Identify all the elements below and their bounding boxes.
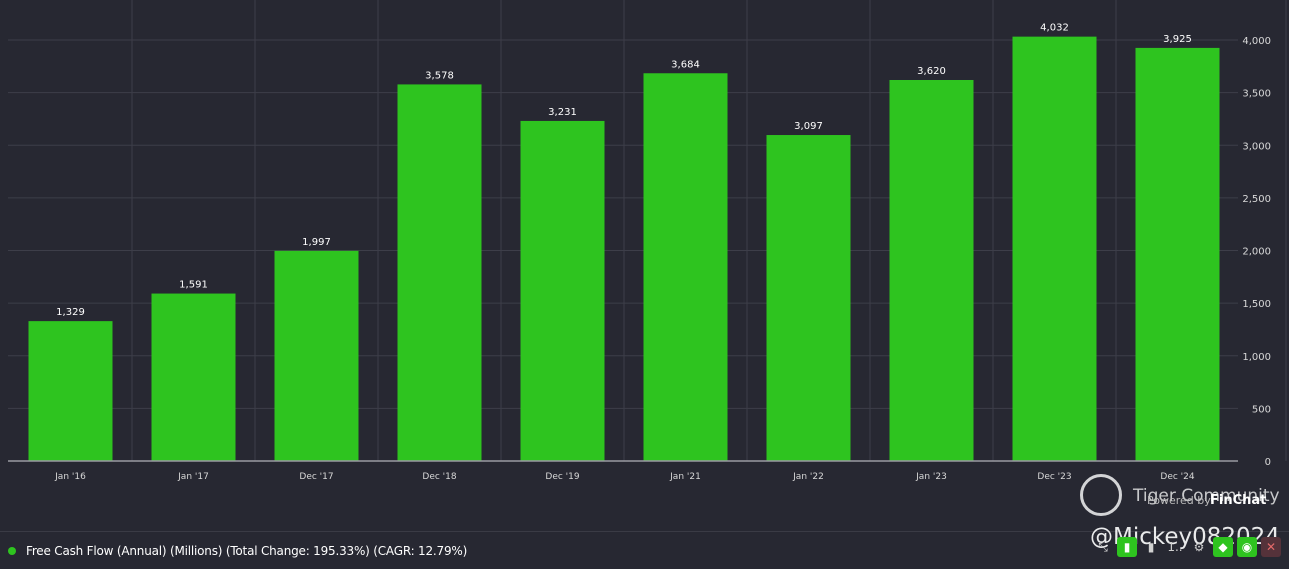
legend: Free Cash Flow (Annual) (Millions) (Tota…	[0, 531, 1289, 569]
x-tick-label: Jan '23	[915, 472, 947, 482]
watermark-community: Tiger Community	[1133, 486, 1280, 506]
bar	[151, 293, 236, 461]
x-tick-label: Dec '24	[1160, 472, 1194, 482]
bar	[274, 250, 359, 461]
x-tick-label: Jan '17	[177, 472, 209, 482]
bar	[1012, 36, 1097, 462]
bar	[520, 120, 605, 461]
gear-icon[interactable]: ⚙	[1193, 540, 1205, 554]
tiger-logo-icon	[1080, 474, 1122, 516]
more-icon[interactable]: 1..	[1167, 540, 1183, 554]
y-tick-label: 2,000	[1242, 247, 1271, 258]
y-tick-label: 0	[1265, 457, 1271, 468]
legend-marker	[8, 546, 16, 555]
chart-toolbar: ⤡ ▮ ▮ 1.. ⚙ ◆ ◉ ✕	[1093, 537, 1281, 557]
bar-chart-icon[interactable]: ▮	[1117, 537, 1137, 557]
y-tick-label: 3,500	[1242, 89, 1271, 100]
x-tick-label: Dec '19	[545, 472, 579, 482]
data-label: 3,684	[671, 59, 700, 70]
bar	[1135, 47, 1220, 462]
compress-icon[interactable]: ⤡	[1098, 539, 1108, 554]
powered-by-label: Powered by	[1147, 494, 1211, 507]
x-tick-label: Dec '23	[1037, 472, 1071, 482]
x-tick-label: Jan '21	[669, 472, 701, 482]
bar-chart-alt-icon[interactable]: ▮	[1147, 540, 1155, 554]
x-tick-label: Jan '22	[792, 472, 824, 482]
chart: 0 500 1,000 1,500 2,000 2,500 3,000 3,500 4,000 1…	[8, 0, 1287, 482]
finchat-brand: FinChat	[1210, 493, 1267, 508]
bar	[28, 321, 113, 461]
x-tick-label: Dec '18	[422, 472, 456, 482]
data-label: 1,997	[302, 237, 331, 248]
legend-label: Free Cash Flow (Annual) (Millions) (Tota…	[26, 543, 468, 558]
eye-icon[interactable]: ◉	[1237, 537, 1257, 557]
y-tick-label: 500	[1252, 404, 1271, 415]
data-label: 3,231	[548, 107, 577, 118]
data-label: 3,097	[794, 121, 823, 132]
y-tick-label: 3,000	[1242, 141, 1271, 152]
bar	[643, 73, 728, 461]
data-label: 3,620	[917, 66, 946, 77]
y-tick-label: 2,500	[1242, 194, 1271, 205]
tag-icon[interactable]: ◆	[1213, 537, 1233, 557]
bar	[397, 84, 482, 461]
close-icon[interactable]: ✕	[1261, 537, 1281, 557]
y-tick-label: 4,000	[1242, 36, 1271, 47]
data-label: 3,578	[425, 70, 454, 81]
bar	[766, 135, 851, 461]
data-label: 1,591	[179, 280, 208, 291]
data-label: 4,032	[1040, 23, 1069, 34]
data-label: 1,329	[56, 307, 85, 318]
y-tick-label: 1,500	[1242, 299, 1271, 310]
data-label: 3,925	[1163, 34, 1192, 45]
bar	[889, 79, 974, 462]
x-tick-label: Dec '17	[299, 472, 333, 482]
x-tick-label: Jan '16	[54, 472, 86, 482]
y-tick-label: 1,000	[1242, 352, 1271, 363]
